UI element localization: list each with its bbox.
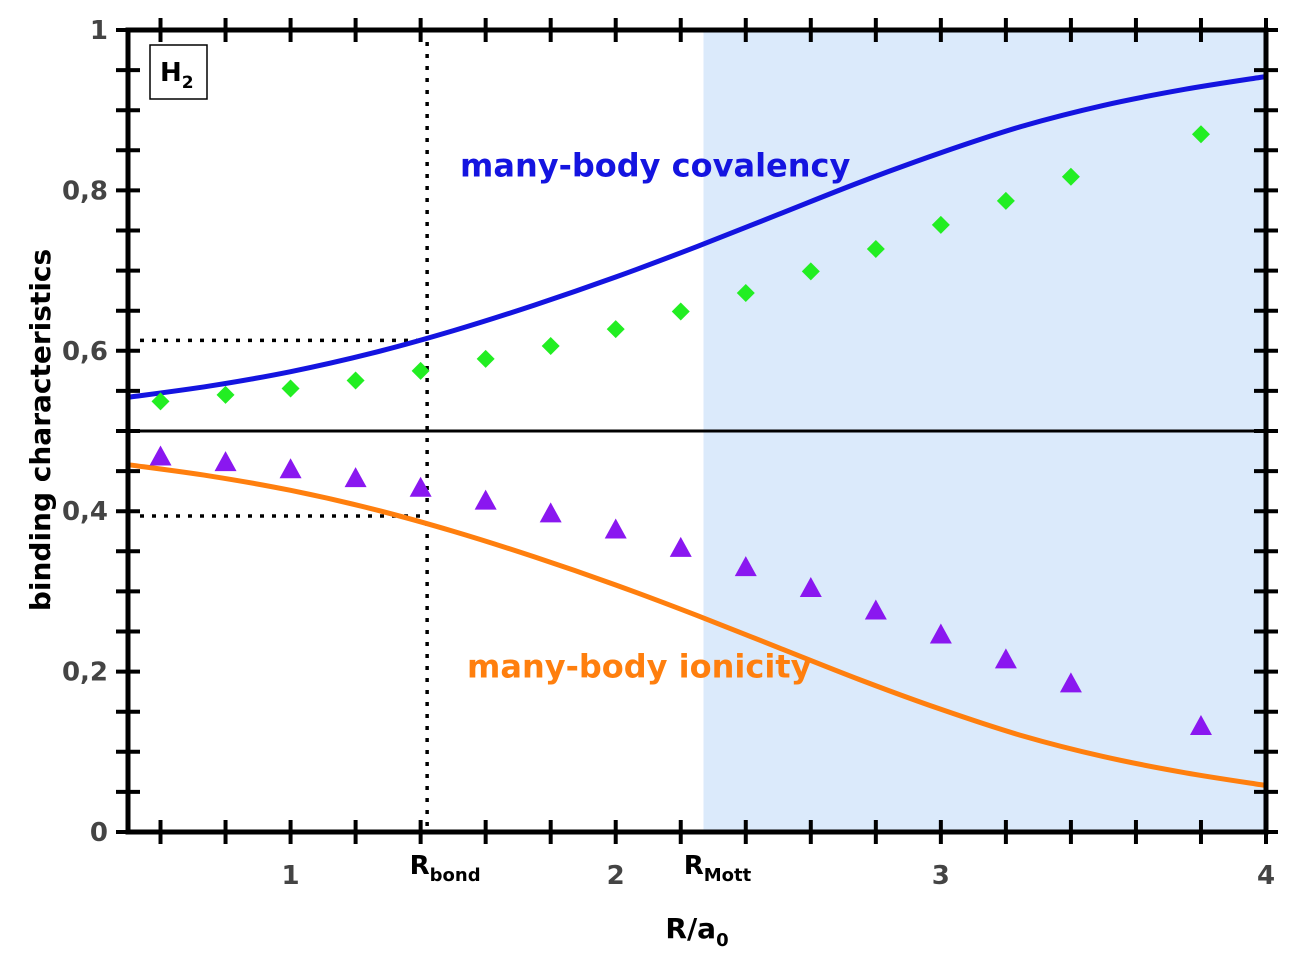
y-tick-label: 0,8 bbox=[62, 176, 108, 206]
r-bond-label: Rbond bbox=[410, 851, 481, 886]
covalency-point bbox=[476, 349, 495, 368]
y-tick-label: 0 bbox=[90, 818, 108, 848]
ionicity-point bbox=[539, 502, 562, 523]
ionicity-point bbox=[279, 458, 302, 479]
covalency-point bbox=[346, 371, 365, 390]
covalency-point bbox=[866, 239, 885, 258]
covalency-point bbox=[606, 320, 625, 339]
legend-main: H bbox=[160, 58, 182, 88]
ionicity-point bbox=[799, 576, 822, 597]
covalency-curve bbox=[127, 74, 1267, 400]
covalency-point bbox=[411, 361, 430, 380]
y-tick-labels: 0 0,2 0,4 0,6 0,8 1 bbox=[62, 16, 108, 848]
y-tick-label: 0,4 bbox=[62, 497, 108, 527]
axis-ticks bbox=[116, 18, 1278, 844]
legend-box: H2 bbox=[149, 44, 208, 100]
legend-sub: 2 bbox=[182, 73, 194, 93]
ionicity-point bbox=[474, 489, 497, 510]
x-tick-label: 4 bbox=[1257, 861, 1275, 891]
covalency-point bbox=[671, 302, 690, 321]
r-mott-label: RMott bbox=[684, 851, 752, 886]
ionicity-point bbox=[604, 518, 627, 539]
r-mott-main: R bbox=[684, 851, 704, 881]
ionicity-point bbox=[1189, 714, 1212, 735]
r-mott-sub: Mott bbox=[704, 865, 752, 886]
x-axis-title-main: R/a bbox=[665, 912, 716, 945]
r-bond-main: R bbox=[410, 851, 430, 881]
annotation-ionicity: many-body ionicity bbox=[467, 648, 812, 686]
covalency-point bbox=[996, 191, 1015, 210]
x-axis-title-sub: 0 bbox=[716, 930, 729, 951]
ionicity-point bbox=[409, 476, 432, 497]
x-tick-label: 3 bbox=[932, 861, 950, 891]
covalency-point bbox=[1191, 125, 1210, 144]
legend-frame bbox=[149, 44, 208, 100]
y-tick-label: 0,6 bbox=[62, 337, 108, 367]
covalency-point bbox=[281, 379, 300, 398]
annotation-covalency: many-body covalency bbox=[460, 146, 850, 184]
ionicity-point bbox=[344, 467, 367, 488]
ionicity-point bbox=[864, 599, 887, 620]
x-tick-label: 1 bbox=[282, 861, 300, 891]
covalency-point bbox=[541, 336, 560, 355]
ionicity-point bbox=[734, 556, 757, 577]
y-tick-label: 1 bbox=[90, 16, 108, 46]
legend-text: H2 bbox=[160, 58, 194, 93]
x-axis-title: R/a0 bbox=[665, 912, 728, 951]
x-tick-label: 2 bbox=[607, 861, 625, 891]
ionicity-point bbox=[214, 451, 237, 472]
y-tick-label: 0,2 bbox=[62, 658, 108, 688]
covalency-point bbox=[931, 215, 950, 234]
data-points bbox=[149, 125, 1212, 735]
covalency-point bbox=[736, 284, 755, 303]
x-tick-labels: 1 2 3 4 bbox=[282, 861, 1276, 891]
covalency-point bbox=[801, 262, 820, 281]
ionicity-point bbox=[929, 623, 952, 644]
y-axis-title: binding characteristics bbox=[24, 249, 57, 611]
covalency-point bbox=[1061, 167, 1080, 186]
covalency-point bbox=[216, 385, 235, 404]
ionicity-point bbox=[669, 536, 692, 557]
ionicity-point bbox=[994, 648, 1017, 669]
ionicity-point bbox=[1059, 672, 1082, 693]
r-bond-sub: bond bbox=[430, 865, 481, 886]
ionicity-point bbox=[149, 445, 172, 466]
covalency-point bbox=[151, 392, 170, 411]
ionicity-curve bbox=[127, 462, 1267, 788]
